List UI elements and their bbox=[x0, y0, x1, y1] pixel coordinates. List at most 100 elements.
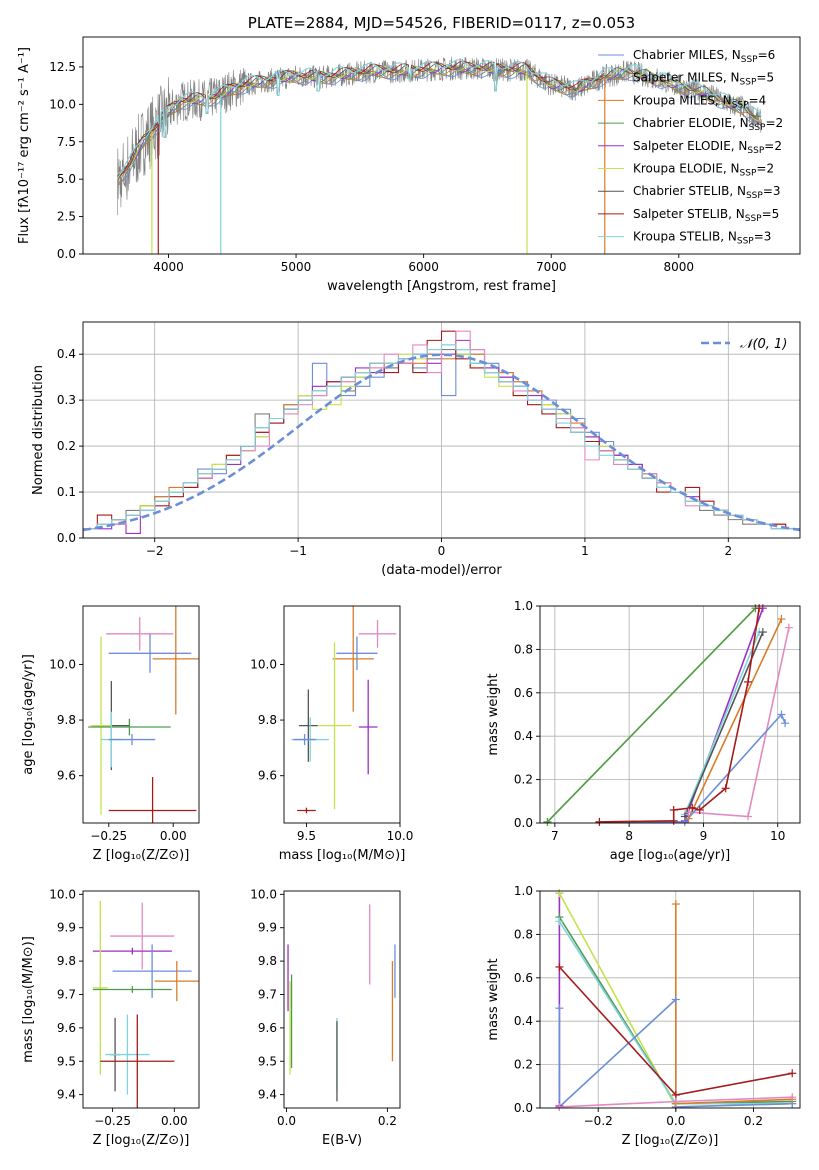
y-axis-label: Flux [fλ10⁻¹⁷ erg cm⁻² s⁻¹ A⁻¹] bbox=[17, 47, 32, 244]
y-tick-label: 9.8 bbox=[258, 713, 277, 727]
legend-subscript: SSP bbox=[737, 237, 754, 247]
residuals-plot bbox=[83, 322, 800, 538]
spectrum-axes: 4000 5000 6000 7000 8000 0.0 2.5 5.0 7.5 10.0 12.5… bbox=[17, 14, 801, 294]
spectrum-model-line bbox=[117, 69, 762, 184]
plus-marker bbox=[680, 817, 689, 826]
x-axis-label: mass [log₁₀(M/M⊙)] bbox=[279, 848, 406, 863]
weight-vs-age-plot bbox=[540, 606, 800, 823]
x-tick-label: 7000 bbox=[536, 260, 567, 274]
y-tick-label: 2.5 bbox=[57, 210, 76, 224]
y-tick-label: 9.6 bbox=[57, 769, 76, 783]
axes-frame bbox=[283, 890, 401, 1109]
spectrum-model-line bbox=[116, 59, 762, 179]
y-axis-label: mass weight bbox=[486, 673, 501, 755]
legend-subscript: SSP bbox=[740, 169, 757, 179]
plus-marker bbox=[669, 805, 678, 814]
axes-frame bbox=[283, 605, 401, 824]
axes-frame bbox=[539, 890, 801, 1109]
y-tick-label: 9.7 bbox=[57, 987, 76, 1001]
age-vs-Z-plot bbox=[88, 606, 199, 823]
x-tick-label: 2 bbox=[724, 544, 732, 558]
weight-line bbox=[675, 904, 793, 1105]
legend-label: Salpeter ELODIE, NSSP=2 bbox=[633, 139, 782, 156]
histogram-series bbox=[83, 330, 800, 538]
y-tick-label: 0.4 bbox=[57, 347, 76, 361]
legend-subscript: SSP bbox=[749, 123, 766, 133]
spectrum-plot bbox=[116, 56, 762, 254]
y-tick-label: 0.0 bbox=[57, 247, 76, 261]
plus-marker bbox=[555, 1102, 564, 1111]
y-tick-label: 0.0 bbox=[514, 816, 533, 830]
weight-line bbox=[599, 608, 760, 823]
spectrum-model-line bbox=[117, 63, 762, 175]
normal-curve bbox=[83, 353, 800, 532]
mass-vs-EBV-axes: 0.0 0.2 9.4 9.5 9.6 9.7 9.8 9.9 10.0 E(B-V) bbox=[250, 887, 401, 1148]
y-tick-label: 0.2 bbox=[514, 1058, 533, 1072]
y-tick-label: 10.0 bbox=[250, 887, 277, 901]
plus-marker bbox=[781, 719, 790, 728]
legend-text: Chabrier ELODIE, N bbox=[633, 116, 749, 130]
plus-marker bbox=[784, 623, 793, 632]
legend-label: Chabrier STELIB, NSSP=3 bbox=[633, 184, 781, 201]
y-tick-label: 9.4 bbox=[57, 1088, 76, 1102]
x-tick-label: 0.00 bbox=[161, 1114, 188, 1128]
legend-text: =2 bbox=[756, 162, 774, 176]
y-tick-label: 0.8 bbox=[514, 642, 533, 656]
mass-vs-EBV-plot bbox=[287, 904, 396, 1102]
y-tick-label: 9.5 bbox=[258, 1054, 277, 1068]
legend-label: 𝒩(0, 1) bbox=[740, 337, 787, 352]
plus-marker bbox=[777, 615, 786, 624]
y-tick-label: 0.6 bbox=[514, 686, 533, 700]
age-vs-mass-plot bbox=[291, 606, 397, 814]
legend-subscript: SSP bbox=[741, 55, 758, 65]
y-tick-label: 10.0 bbox=[49, 97, 76, 111]
age-vs-mass-axes: 9.5 10.0 9.6 9.8 10.0 mass [log₁₀(M/M⊙)] bbox=[250, 605, 413, 863]
chart-title: PLATE=2884, MJD=54526, FIBERID=0117, z=0… bbox=[248, 14, 635, 32]
spectrum-model-line bbox=[117, 65, 762, 182]
histogram-series bbox=[83, 344, 800, 538]
y-tick-label: 7.5 bbox=[57, 135, 76, 149]
plus-marker bbox=[671, 900, 680, 909]
y-tick-label: 9.8 bbox=[57, 954, 76, 968]
x-tick-label: 9.5 bbox=[297, 829, 316, 843]
plus-marker bbox=[744, 677, 752, 686]
legend-text: =3 bbox=[763, 184, 781, 198]
x-tick-label: 7 bbox=[551, 829, 559, 843]
x-axis-label: Z [log₁₀(Z/Z⊙)] bbox=[622, 1133, 719, 1148]
y-tick-label: 9.9 bbox=[57, 921, 76, 935]
plus-marker bbox=[695, 805, 704, 814]
y-tick-label: 1.0 bbox=[514, 884, 533, 898]
legend-subscript: SSP bbox=[746, 191, 763, 201]
y-tick-label: 9.6 bbox=[57, 1021, 76, 1035]
y-tick-label: 9.5 bbox=[57, 1054, 76, 1068]
axes-frame bbox=[82, 36, 801, 255]
x-tick-label: −0.2 bbox=[584, 1114, 613, 1128]
y-tick-label: 10.0 bbox=[49, 887, 76, 901]
y-tick-label: 0.2 bbox=[514, 773, 533, 787]
legend-subscript: SSP bbox=[740, 78, 757, 88]
weight-line bbox=[684, 631, 760, 815]
legend-subscript: SSP bbox=[745, 214, 762, 224]
mass-vs-Z-plot bbox=[92, 901, 199, 1108]
x-tick-label: 6000 bbox=[408, 260, 439, 274]
legend-text: =5 bbox=[762, 207, 780, 221]
y-tick-label: 0.1 bbox=[57, 485, 76, 499]
legend-text: =6 bbox=[758, 48, 776, 62]
plus-marker bbox=[543, 817, 552, 826]
legend-subscript: SSP bbox=[732, 100, 749, 110]
x-tick-label: 5000 bbox=[281, 260, 312, 274]
mass-vs-Z-axes: −0.25 0.00 9.4 9.5 9.6 9.7 9.8 9.9 10.0 Z [log₁₀(… bbox=[21, 887, 200, 1148]
legend-text: Kroupa STELIB, N bbox=[633, 230, 737, 244]
axes-frame bbox=[82, 890, 200, 1109]
plus-marker bbox=[744, 812, 752, 821]
plus-marker bbox=[721, 784, 730, 793]
spectrum-model-line bbox=[117, 67, 762, 187]
y-tick-label: 0.2 bbox=[57, 439, 76, 453]
x-axis-label: Z [log₁₀(Z/Z⊙)] bbox=[93, 1133, 190, 1148]
y-tick-label: 0.3 bbox=[57, 393, 76, 407]
legend-text: Salpeter STELIB, N bbox=[633, 207, 745, 221]
y-tick-label: 9.8 bbox=[57, 713, 76, 727]
y-tick-label: 0.6 bbox=[514, 971, 533, 985]
y-axis-label: age [log₁₀(age/yr)] bbox=[21, 654, 36, 775]
